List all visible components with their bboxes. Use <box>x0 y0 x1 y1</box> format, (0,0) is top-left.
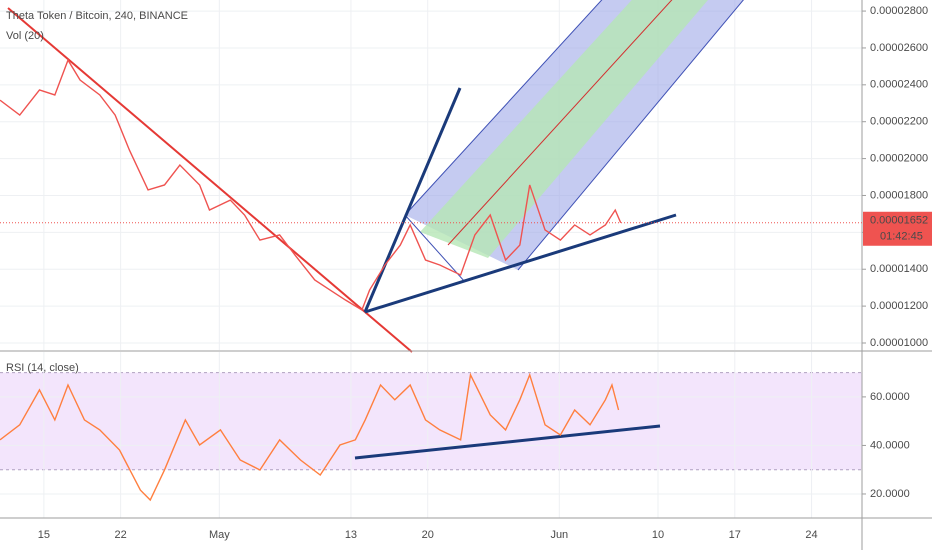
trend-line <box>363 87 462 313</box>
current-price-box <box>863 211 932 246</box>
y-tick-label: 20.0000 <box>870 488 910 500</box>
x-tick-label: 20 <box>422 529 434 541</box>
trend-line <box>364 213 677 314</box>
y-tick-label: 0.00001800 <box>870 189 928 201</box>
y-tick-label: 60.0000 <box>870 391 910 403</box>
trend-line <box>7 7 413 353</box>
y-tick-label: 0.00002800 <box>870 5 928 17</box>
symbol-title: Theta Token / Bitcoin, 240, BINANCE <box>6 10 188 22</box>
x-tick-label: 13 <box>345 529 357 541</box>
drawings <box>7 0 744 460</box>
x-tick-label: Jun <box>550 529 568 541</box>
x-tick-label: May <box>209 529 230 541</box>
series-line <box>0 372 620 502</box>
rsi-label: RSI (14, close) <box>6 362 79 374</box>
y-tick-label: 0.00002600 <box>870 42 928 54</box>
volume-label: Vol (20) <box>6 30 44 42</box>
pitchfork-median <box>447 0 673 246</box>
pitchfork-handle <box>404 214 466 283</box>
pitchfork-edge <box>517 0 744 271</box>
countdown: 01:42:45 <box>880 231 923 243</box>
series-line <box>0 58 622 312</box>
y-tick-label: 0.00002400 <box>870 79 928 91</box>
rsi-trend-line <box>354 424 661 460</box>
x-tick-label: 10 <box>652 529 664 541</box>
current-price-label: 0.00001652 <box>870 215 928 227</box>
rsi-band <box>0 372 862 470</box>
x-tick-label: 15 <box>38 529 50 541</box>
y-tick-label: 0.00001000 <box>870 337 928 349</box>
pitchfork-edge <box>404 0 603 216</box>
x-tick-label: 17 <box>729 529 741 541</box>
pitchfork-inner <box>420 0 708 258</box>
y-tick-label: 0.00002200 <box>870 116 928 128</box>
x-tick-label: 22 <box>115 529 127 541</box>
y-tick-label: 0.00002000 <box>870 152 928 164</box>
y-tick-label: 40.0000 <box>870 439 910 451</box>
y-tick-label: 0.00001400 <box>870 263 928 275</box>
x-tick-label: 24 <box>805 529 817 541</box>
y-tick-label: 0.00001200 <box>870 300 928 312</box>
